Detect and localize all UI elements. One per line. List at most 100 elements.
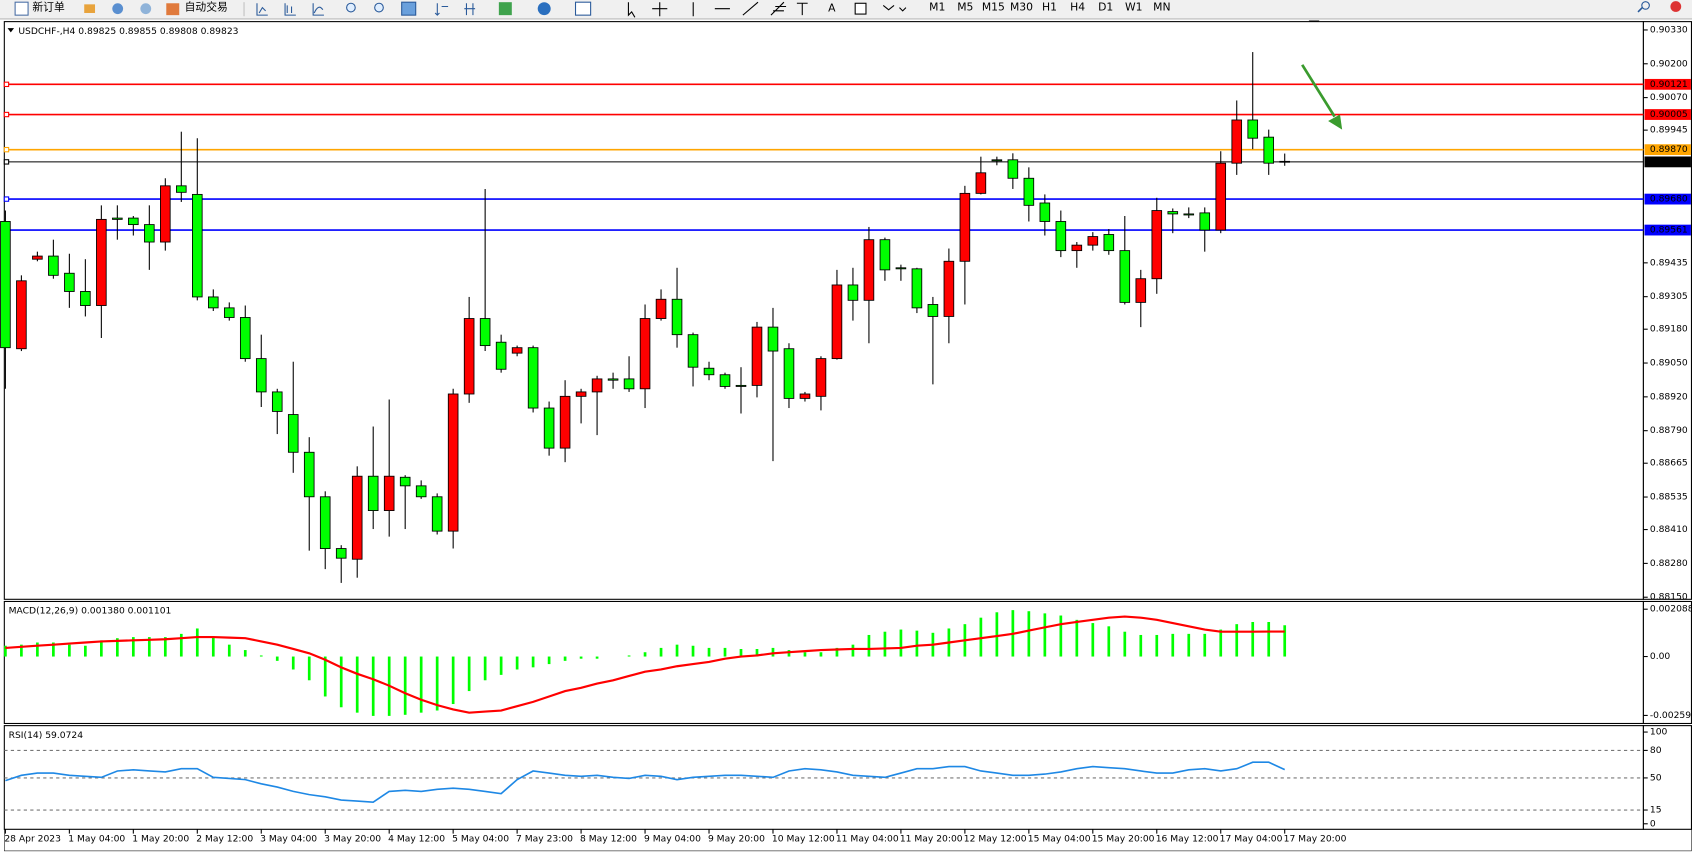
timeframe-button[interactable]: H1 [1042, 1, 1057, 14]
timeframe-button[interactable]: MN [1153, 1, 1170, 14]
new-order-icon[interactable] [14, 1, 29, 16]
level-label-box [1644, 78, 1691, 90]
level-marker [3, 111, 10, 118]
toolbar-icon[interactable] [312, 3, 324, 16]
toolbar: 新订单 自动交易 A M1 M5 M15 M30 H1 H4 D1 W1 MN [0, 0, 1692, 20]
candle-body [511, 347, 523, 354]
fibo-tool[interactable] [770, 1, 787, 16]
candle-body [399, 476, 411, 487]
x-tick-label: 2 May 12:00 [196, 834, 253, 845]
level-label-box [1644, 109, 1691, 120]
level-label: 0.89870 [1650, 144, 1688, 155]
timeframe-button[interactable]: D1 [1098, 1, 1113, 14]
candle-body [815, 358, 827, 397]
auto-trading-icon[interactable] [166, 3, 180, 16]
x-tick-label: 3 May 04:00 [260, 834, 317, 845]
candle-body [255, 358, 267, 393]
candle-body [1039, 202, 1051, 222]
y-tick-label: 100 [1650, 727, 1668, 738]
y-tick-label: -0.002597 [1650, 710, 1692, 721]
timeframe-button[interactable]: W1 [1125, 1, 1143, 14]
candle-body [655, 298, 667, 319]
y-tick-label: 80 [1650, 745, 1662, 756]
toolbar-icon[interactable] [84, 4, 96, 13]
candle-body [48, 255, 59, 276]
search-icon[interactable] [1641, 1, 1650, 10]
x-tick-label: 10 May 12:00 [772, 834, 835, 845]
search-icon[interactable] [1637, 7, 1643, 13]
toolbar-icon[interactable] [537, 2, 551, 16]
candle-body [96, 218, 107, 306]
level-label: 0.89561 [1650, 225, 1688, 236]
toolbar-icon[interactable] [498, 2, 512, 16]
indicator-line [5, 761, 1286, 804]
label-tool[interactable] [854, 2, 867, 15]
candle-body [1215, 162, 1227, 231]
candle-body [959, 192, 971, 262]
candle-body [943, 260, 955, 317]
candle-body [879, 239, 891, 271]
timeframe-button[interactable]: H4 [1070, 1, 1085, 14]
candle-body [80, 291, 91, 306]
toolbar-icon[interactable] [112, 3, 124, 15]
zoom-in[interactable] [346, 2, 356, 13]
toolbar-icon[interactable] [284, 3, 296, 16]
alert-badge[interactable] [1670, 1, 1682, 12]
toolbar-icon[interactable] [464, 3, 476, 16]
candle-body [287, 414, 299, 453]
candle-body [303, 451, 315, 498]
candle-body [1167, 211, 1179, 215]
timeframe-button[interactable]: M30 [1010, 1, 1033, 14]
candle-body [1071, 244, 1083, 252]
candle-body [160, 185, 171, 243]
x-tick-label: 5 May 04:00 [452, 834, 509, 845]
candle-body [1087, 236, 1099, 246]
x-tick-label: 1 May 20:00 [132, 834, 189, 845]
candle-body [319, 496, 331, 549]
candle-body [176, 185, 187, 193]
candle-body [1279, 160, 1291, 163]
cursor-tool[interactable] [627, 2, 636, 18]
level-label-box [1644, 144, 1691, 156]
panel-title: RSI(14) 59.0724 [9, 730, 84, 741]
panel [3, 600, 1644, 725]
new-order-button[interactable]: 新订单 [32, 1, 65, 14]
text-tool[interactable]: A [828, 2, 836, 15]
level-label: 0.90005 [1650, 109, 1688, 120]
x-tick-label: 1 May 04:00 [68, 834, 125, 845]
toolbar-icon[interactable] [574, 1, 592, 16]
timeframe-button[interactable]: M15 [982, 1, 1005, 14]
candle-body [223, 307, 235, 318]
candle-body [1247, 119, 1259, 139]
y-tick-label: 0.00 [1650, 651, 1671, 662]
crosshair-tool[interactable] [652, 2, 668, 17]
toolbar-icon[interactable] [140, 3, 152, 15]
candle-body [335, 548, 347, 559]
candle-body [767, 326, 779, 352]
price-axis [1642, 725, 1692, 830]
candle-body [751, 326, 763, 386]
y-tick-label: 0.88790 [1650, 425, 1688, 436]
level-label: 0.89680 [1650, 194, 1688, 205]
candle-body [1135, 278, 1147, 303]
toolbar-icon[interactable] [401, 1, 417, 16]
candle-body [639, 318, 651, 390]
toolbar-icon[interactable] [256, 3, 268, 16]
y-tick-label: 0.90330 [1650, 24, 1688, 35]
candle-body [1263, 136, 1275, 164]
annotation-arrow [1301, 64, 1343, 130]
candle-body [271, 391, 283, 412]
timeframe-button[interactable]: M5 [957, 1, 973, 14]
timeframe-button[interactable]: M1 [929, 1, 945, 14]
line-tools[interactable] [692, 1, 759, 17]
zoom-out[interactable] [374, 2, 384, 13]
candle-body [495, 341, 507, 370]
candle-body [192, 193, 203, 298]
candle-body [783, 348, 795, 399]
toolbar-icon[interactable] [796, 2, 808, 16]
auto-trading-button[interactable]: 自动交易 [185, 1, 228, 14]
price-axis [1642, 600, 1692, 725]
toolbar-icon[interactable] [882, 5, 907, 12]
toolbar-icon[interactable] [434, 3, 449, 16]
